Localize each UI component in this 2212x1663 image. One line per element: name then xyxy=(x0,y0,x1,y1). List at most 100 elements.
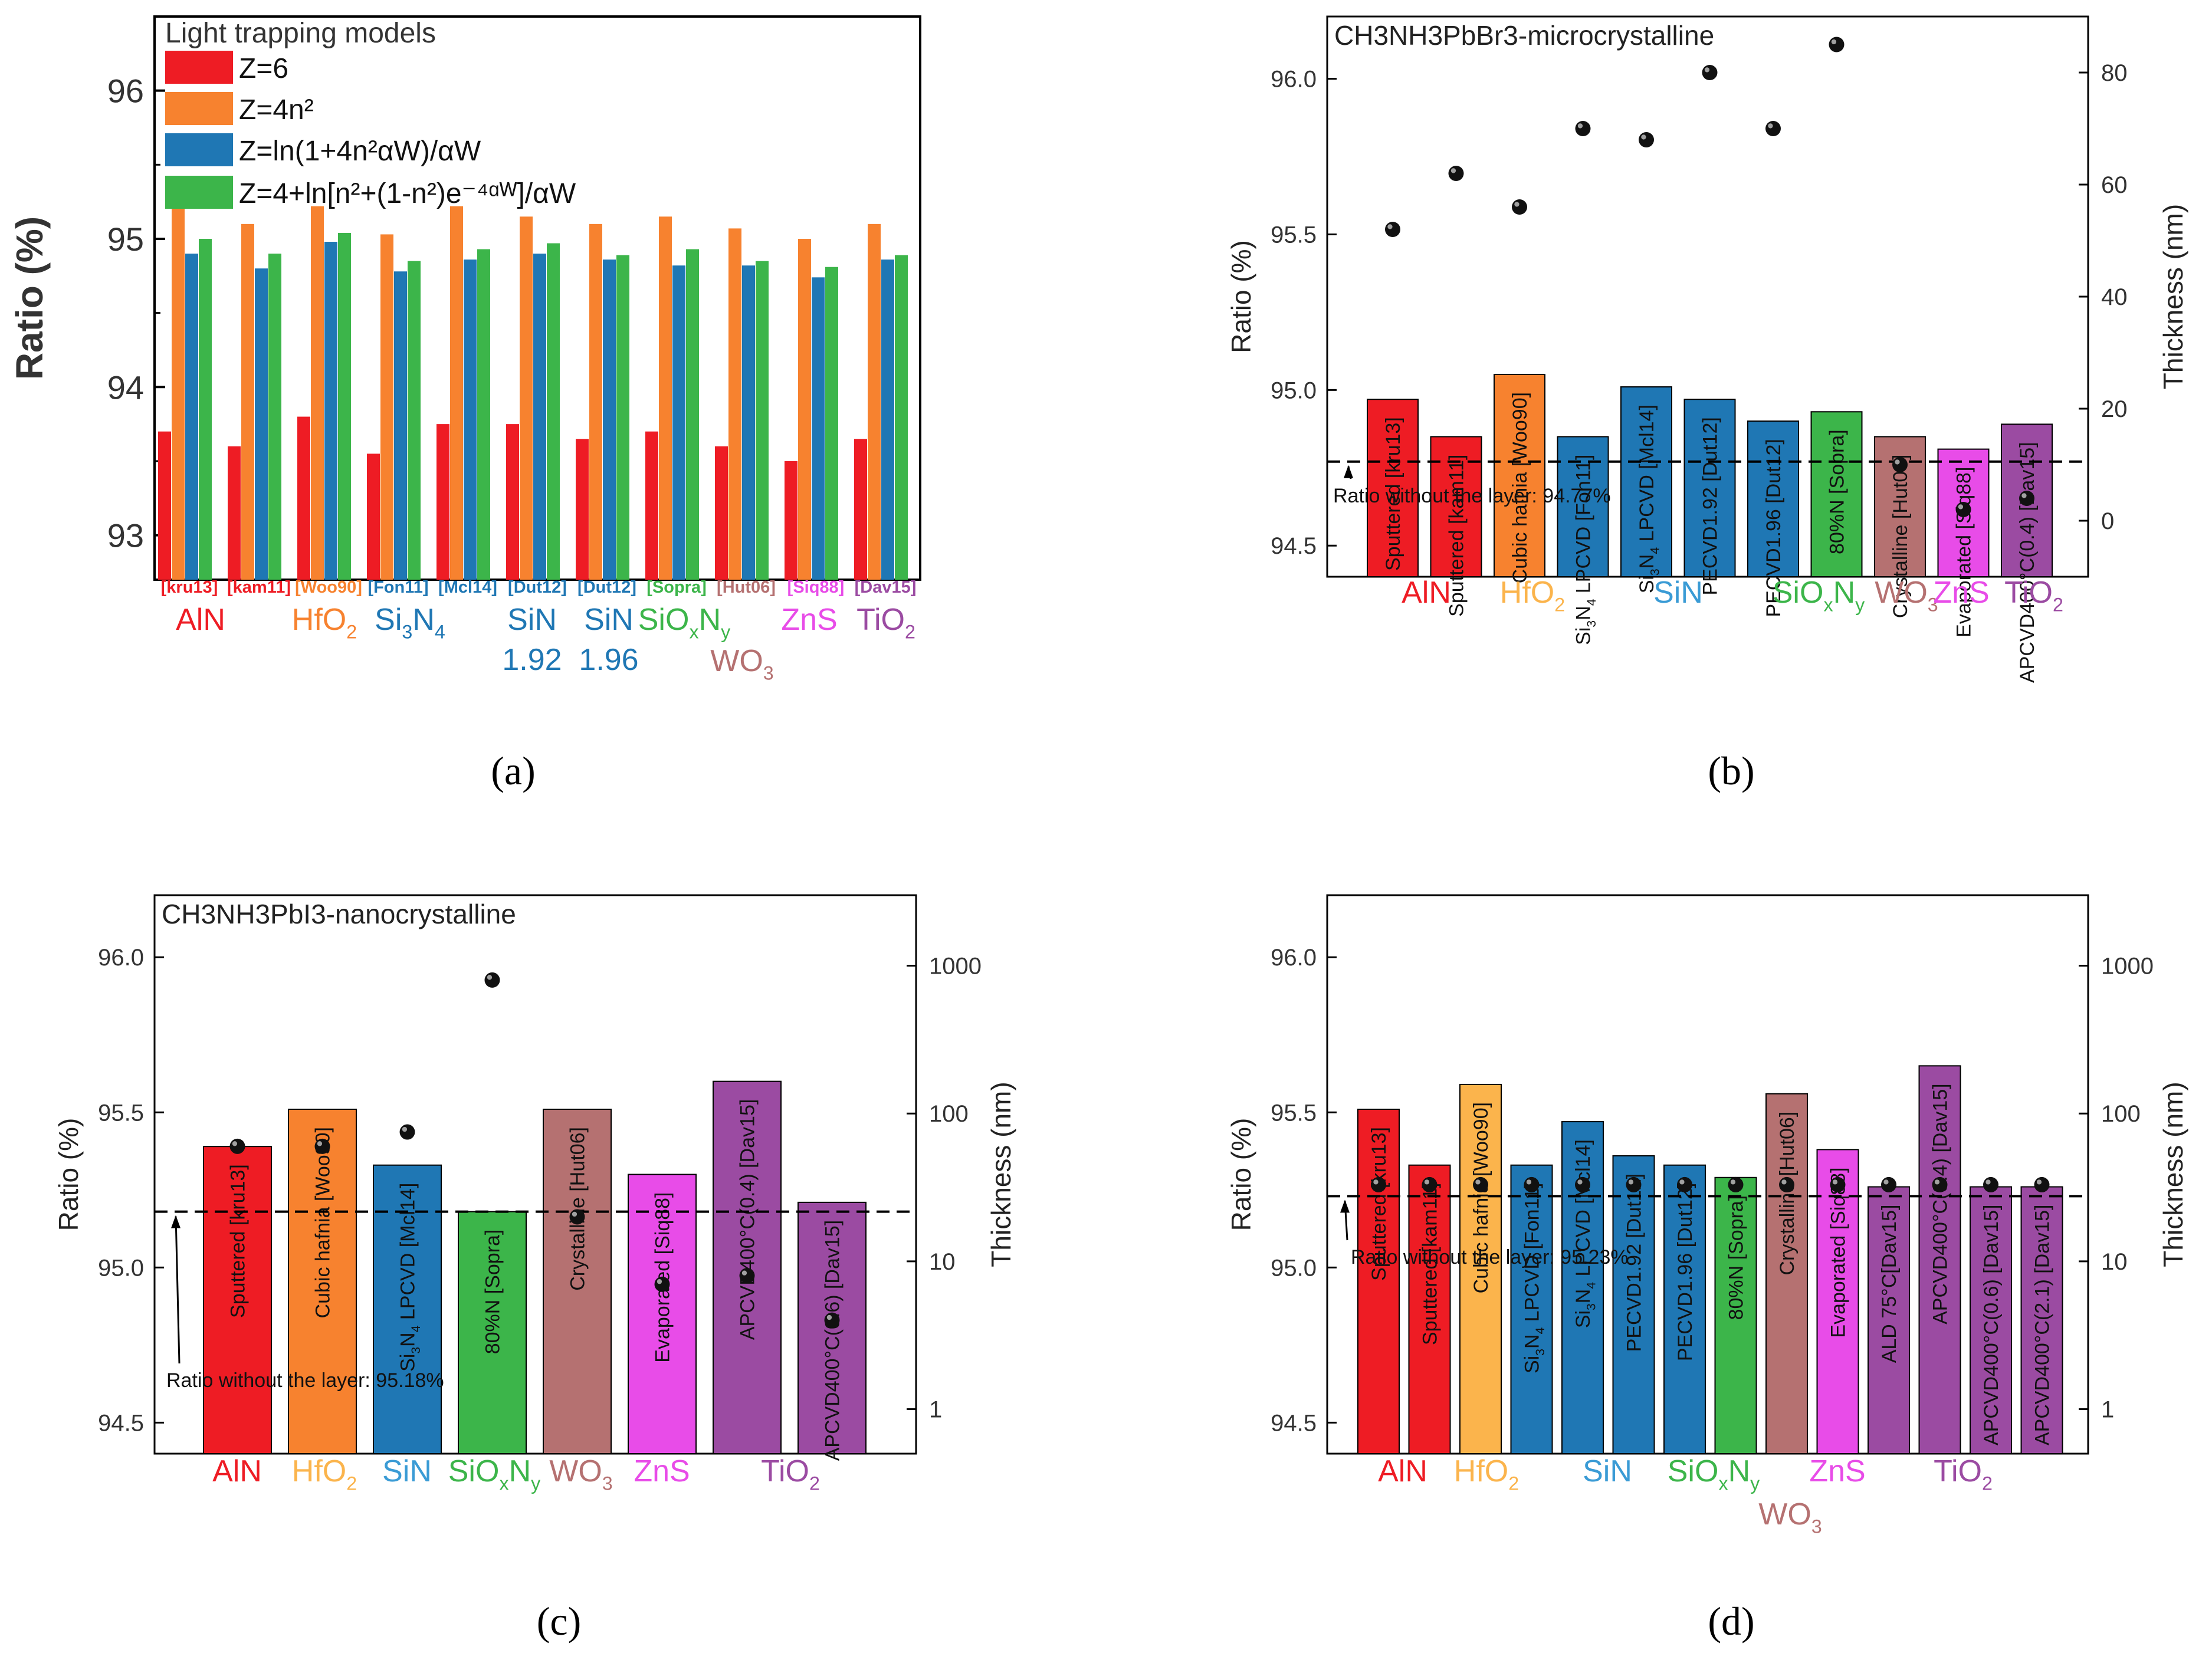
bar-1-3 xyxy=(380,234,393,580)
reference-tag: [Dav15] xyxy=(855,578,917,597)
bar-8 xyxy=(1765,1093,1808,1454)
y2-tick-label: 0 xyxy=(2101,508,2114,534)
y2-tick-label: 60 xyxy=(2101,172,2128,198)
bar-2 xyxy=(1494,373,1545,577)
thickness-marker xyxy=(399,1124,415,1140)
baseline-label: Ratio without the layer: 94.77% xyxy=(1333,485,1611,507)
bar-2 xyxy=(1459,1083,1502,1454)
thickness-marker xyxy=(484,972,500,988)
material-label: SiN xyxy=(1653,576,1703,610)
bar-label: Si3N4 LPCVD [Fon11] xyxy=(1521,1183,1548,1373)
bar-0 xyxy=(203,1146,272,1454)
thickness-marker xyxy=(1983,1176,1998,1192)
material-label: HfO2 xyxy=(1454,1454,1519,1494)
bar-7 xyxy=(797,1201,867,1454)
y-tick-label: 94.5 xyxy=(1271,1410,1317,1436)
bar-label: APCVD400°C(0.6) [Dav15] xyxy=(822,1220,844,1461)
bar-label: Crystalline [Hut06] xyxy=(1889,455,1912,619)
legend-swatch xyxy=(165,133,233,166)
y-tick-label: 96.0 xyxy=(1271,945,1317,971)
bar-label: Si3N4 LPCVD [Fon11] xyxy=(1573,455,1599,645)
bar-label: Sputtered [kru13] xyxy=(227,1164,250,1318)
thickness-marker xyxy=(569,1209,585,1225)
thickness-marker xyxy=(1932,1176,1948,1192)
y-tick-label: 95.0 xyxy=(1271,377,1317,403)
y-tick-label: 94 xyxy=(107,369,144,406)
panel-label: (d) xyxy=(1708,1599,1754,1644)
bar-3-3 xyxy=(408,261,421,580)
bar-10 xyxy=(1868,1186,1910,1454)
material-label: HfO2 xyxy=(292,603,357,643)
bar-label: APCVD400°C(0.4) [Dav15] xyxy=(737,1099,759,1340)
material-label: WO3 xyxy=(1758,1497,1822,1537)
bar-label: APCVD400°C(2.1) [Dav15] xyxy=(2032,1205,2054,1446)
bar-3-1 xyxy=(268,254,281,580)
reference-tag: [Woo90] xyxy=(295,578,362,597)
legend-swatch xyxy=(165,92,233,125)
bar-0 xyxy=(1367,399,1419,578)
bar-13 xyxy=(2020,1186,2063,1454)
chart-panel-d: 94.5 95.0 95.5 96.0 Ratio (%) 1 10 100 1000 Thick… xyxy=(1226,894,2188,1644)
bar-1-6 xyxy=(589,224,602,580)
bar-label: 80%N [Sopra] xyxy=(482,1230,504,1355)
thickness-marker xyxy=(2019,491,2034,506)
bar-2-4 xyxy=(464,259,477,580)
y2-axis-label: Thickness (nm) xyxy=(2158,1082,2188,1267)
bar-label: PECVD1.96 [Dut12] xyxy=(1674,1183,1696,1361)
bar-2-0 xyxy=(185,254,198,580)
baseline-label: Ratio without the layer: 95.23% xyxy=(1351,1246,1629,1268)
bar-label: Cubic hafnia [Woo90] xyxy=(1470,1102,1492,1293)
baseline-arrowhead xyxy=(171,1215,180,1228)
material-label: TiO2 xyxy=(856,603,915,643)
legend: Light trapping models Z=6 Z=4n² Z=ln(1+4n²α… xyxy=(165,18,576,209)
bar-6 xyxy=(713,1080,782,1454)
material-label: ZnS xyxy=(1809,1454,1865,1488)
thickness-marker xyxy=(1765,121,1781,136)
thickness-marker xyxy=(1512,199,1527,215)
thickness-marker xyxy=(1626,1176,1642,1192)
chart-panel-b: CH3NH3PbBr3-microcrystalline 94.5 95.0 95.5… xyxy=(1226,15,2188,793)
bar-0-5 xyxy=(506,424,519,580)
thickness-marker xyxy=(1524,1176,1540,1192)
material-label: WO3 xyxy=(1875,576,1938,616)
panel-label: (b) xyxy=(1708,748,1754,793)
plot-frame xyxy=(153,894,917,1455)
thickness-marker xyxy=(229,1138,245,1154)
chart-title: CH3NH3PbI3-nanocrystalline xyxy=(162,899,516,929)
y2-tick-label: 1000 xyxy=(929,954,982,980)
thickness-marker xyxy=(1473,1176,1488,1192)
bar-label: PECVD1.92 [Dut12] xyxy=(1699,417,1722,595)
legend-label: Z=ln(1+4n²αW)/αW xyxy=(239,136,481,167)
bar-9 xyxy=(1816,1149,1859,1454)
bar-1 xyxy=(288,1109,357,1455)
bar-0-4 xyxy=(437,424,449,580)
bar-label: Si3N4 LPCVD [Mcl14] xyxy=(1636,405,1662,593)
thickness-marker xyxy=(1575,1176,1590,1192)
thickness-marker xyxy=(1371,1176,1386,1192)
bar-label: Crystalline [Hut06] xyxy=(1776,1112,1799,1276)
y2-tick-label: 10 xyxy=(2101,1249,2128,1275)
reference-tag: [Siq88] xyxy=(787,578,845,597)
y-tick-label: 96.0 xyxy=(1271,67,1317,93)
legend-swatch xyxy=(165,51,233,84)
material-label: HfO2 xyxy=(1500,576,1565,616)
thickness-marker xyxy=(1892,457,1908,472)
y-tick-label: 96 xyxy=(107,73,144,110)
bar-12 xyxy=(1970,1186,2012,1454)
bar-3 xyxy=(1557,436,1609,577)
thickness-marker xyxy=(1728,1176,1744,1192)
y-tick-label: 95 xyxy=(107,221,144,258)
thickness-marker xyxy=(1639,132,1654,147)
y-axis-label: Ratio (%) xyxy=(8,216,51,380)
bar-label: Sputtered [kru13] xyxy=(1382,417,1404,571)
bar-0-8 xyxy=(715,446,728,580)
baseline-arrowhead xyxy=(1344,465,1353,478)
bar-1-9 xyxy=(798,238,811,580)
thickness-marker xyxy=(314,1138,330,1154)
bar-3-9 xyxy=(825,267,838,580)
y2-tick-label: 100 xyxy=(929,1101,969,1127)
material-label: TiO2 xyxy=(2004,576,2063,616)
y2-tick-label: 100 xyxy=(2101,1101,2141,1127)
